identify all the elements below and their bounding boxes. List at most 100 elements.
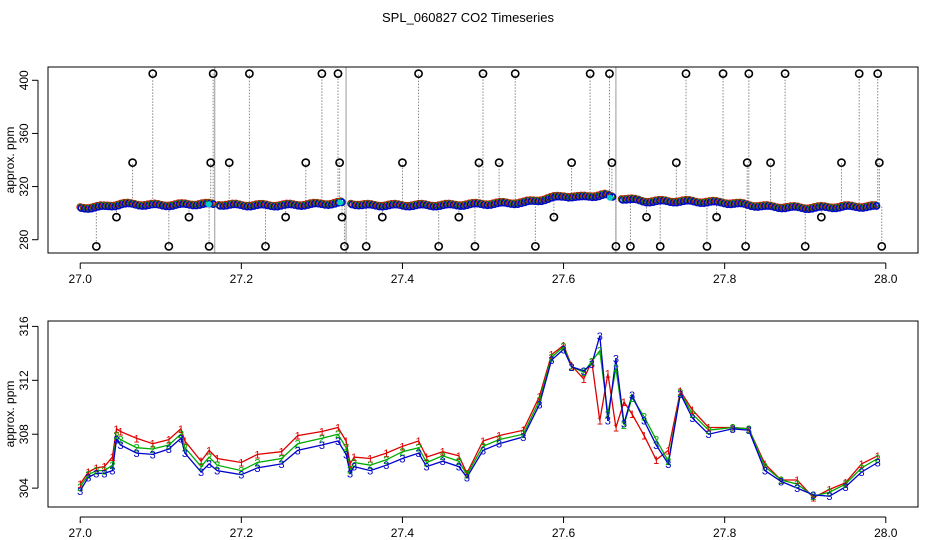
series-1-point: 1	[166, 435, 172, 447]
series-2-point: 2	[677, 387, 683, 399]
series-3-point: 3	[597, 331, 603, 343]
series-2-point: 2	[842, 479, 848, 491]
outlier-point	[261, 241, 270, 251]
series-3-point: 3	[367, 466, 373, 478]
series-2-point: 2	[383, 455, 389, 467]
series-2-point: 2	[150, 444, 156, 456]
series-1-line	[79, 344, 878, 499]
series-2-line	[79, 345, 879, 497]
series-3-point: 3	[77, 486, 83, 498]
series-2-point: 2	[295, 439, 301, 451]
outlier-point	[780, 69, 790, 79]
series-2-point: 2	[347, 464, 353, 476]
series-1-point: 1	[613, 422, 619, 434]
series-1-point: 1	[214, 453, 220, 465]
outlier-point	[585, 69, 595, 79]
top-y-tick-label: 280	[17, 229, 31, 249]
series-1-point: 1	[536, 391, 542, 403]
outlier-point	[873, 69, 883, 79]
outlier-point	[607, 158, 617, 168]
series-3-point: 3	[665, 459, 671, 471]
series-2-point: 2	[319, 433, 325, 445]
outlier-point	[611, 241, 621, 251]
outlier-point	[184, 212, 194, 222]
series-2-point: 2	[415, 443, 421, 455]
series-3-point: 3	[605, 416, 611, 428]
series-2-point: 2	[367, 460, 373, 472]
gap-marker	[606, 194, 613, 201]
outlier-point	[244, 69, 254, 79]
outlier-point	[204, 241, 214, 251]
series-1-point: 1	[134, 433, 140, 445]
series-3-point: 3	[178, 433, 184, 445]
series-3-point: 3	[842, 482, 848, 494]
series-1-point: 1	[335, 422, 341, 434]
outlier-point	[128, 158, 137, 168]
series-2-point: 2	[178, 429, 184, 441]
outlier-point	[530, 241, 540, 251]
series-2-point: 2	[810, 491, 816, 503]
series-2-point: 2	[85, 470, 91, 482]
bottom-x-tick-label: 27.8	[713, 526, 737, 540]
bottom-y-tick-label: 312	[17, 370, 31, 390]
series-1-point: 1	[77, 479, 83, 491]
series-2-point: 2	[536, 396, 542, 408]
outlier-point	[549, 212, 559, 222]
series-2-point: 2	[496, 435, 502, 447]
series-1-point: 1	[238, 458, 244, 470]
outlier-point	[766, 158, 775, 168]
series-1-point: 1	[794, 475, 800, 487]
series-1-point: 1	[206, 445, 212, 457]
bottom-x-tick-label: 27.2	[230, 526, 254, 540]
series-3-point: 3	[93, 468, 99, 480]
series-2-point: 2	[689, 409, 695, 421]
series-1-point: 1	[778, 475, 784, 487]
series-3-point: 3	[383, 460, 389, 472]
outlier-point	[742, 158, 752, 168]
series-3-point: 3	[826, 491, 832, 503]
series-2-point: 2	[589, 356, 595, 368]
outlier-point	[91, 241, 101, 251]
outlier-point	[340, 241, 349, 251]
series-3-point: 3	[778, 476, 784, 488]
series-2-point: 2	[254, 458, 260, 470]
series-1-point: 1	[85, 467, 91, 479]
series-1-point: 1	[875, 451, 881, 463]
outlier-point	[474, 158, 484, 168]
series-1-point: 1	[597, 416, 603, 428]
outlier-point	[712, 212, 722, 222]
series-2-point: 2	[117, 435, 123, 447]
series-3-point: 3	[548, 355, 554, 367]
bottom-y-tick-label: 316	[17, 316, 31, 336]
series-2-point: 2	[613, 363, 619, 375]
series-1-point: 1	[343, 436, 349, 448]
outlier-point	[626, 241, 635, 251]
gap-marker	[205, 201, 212, 208]
top-x-tick-label: 27.8	[713, 272, 737, 286]
series-2-point: 2	[101, 466, 107, 478]
series-3-point: 3	[762, 466, 768, 478]
series-3-point: 3	[343, 449, 349, 461]
series-1-point: 1	[520, 425, 526, 437]
series-1-point: 1	[480, 436, 486, 448]
bottom-plot-frame	[47, 320, 919, 508]
series-2-point: 2	[826, 487, 832, 499]
series-3-point: 3	[589, 359, 595, 371]
series-3-point: 3	[279, 459, 285, 471]
series-3-point: 3	[875, 458, 881, 470]
series-2-point: 2	[335, 429, 341, 441]
series-1-point: 1	[859, 459, 865, 471]
series-1-point: 1	[730, 422, 736, 434]
series-2-point: 2	[399, 447, 405, 459]
outlier-point	[301, 158, 311, 168]
series-3-point: 3	[613, 354, 619, 366]
series-2-point: 2	[560, 342, 566, 354]
chart-title: SPL_060827 CO2 Timeseries	[382, 10, 554, 25]
series-2-point: 2	[605, 409, 611, 421]
series-2-point: 2	[279, 453, 285, 465]
series-1-point: 1	[605, 369, 611, 381]
series-2-point: 2	[746, 424, 752, 436]
